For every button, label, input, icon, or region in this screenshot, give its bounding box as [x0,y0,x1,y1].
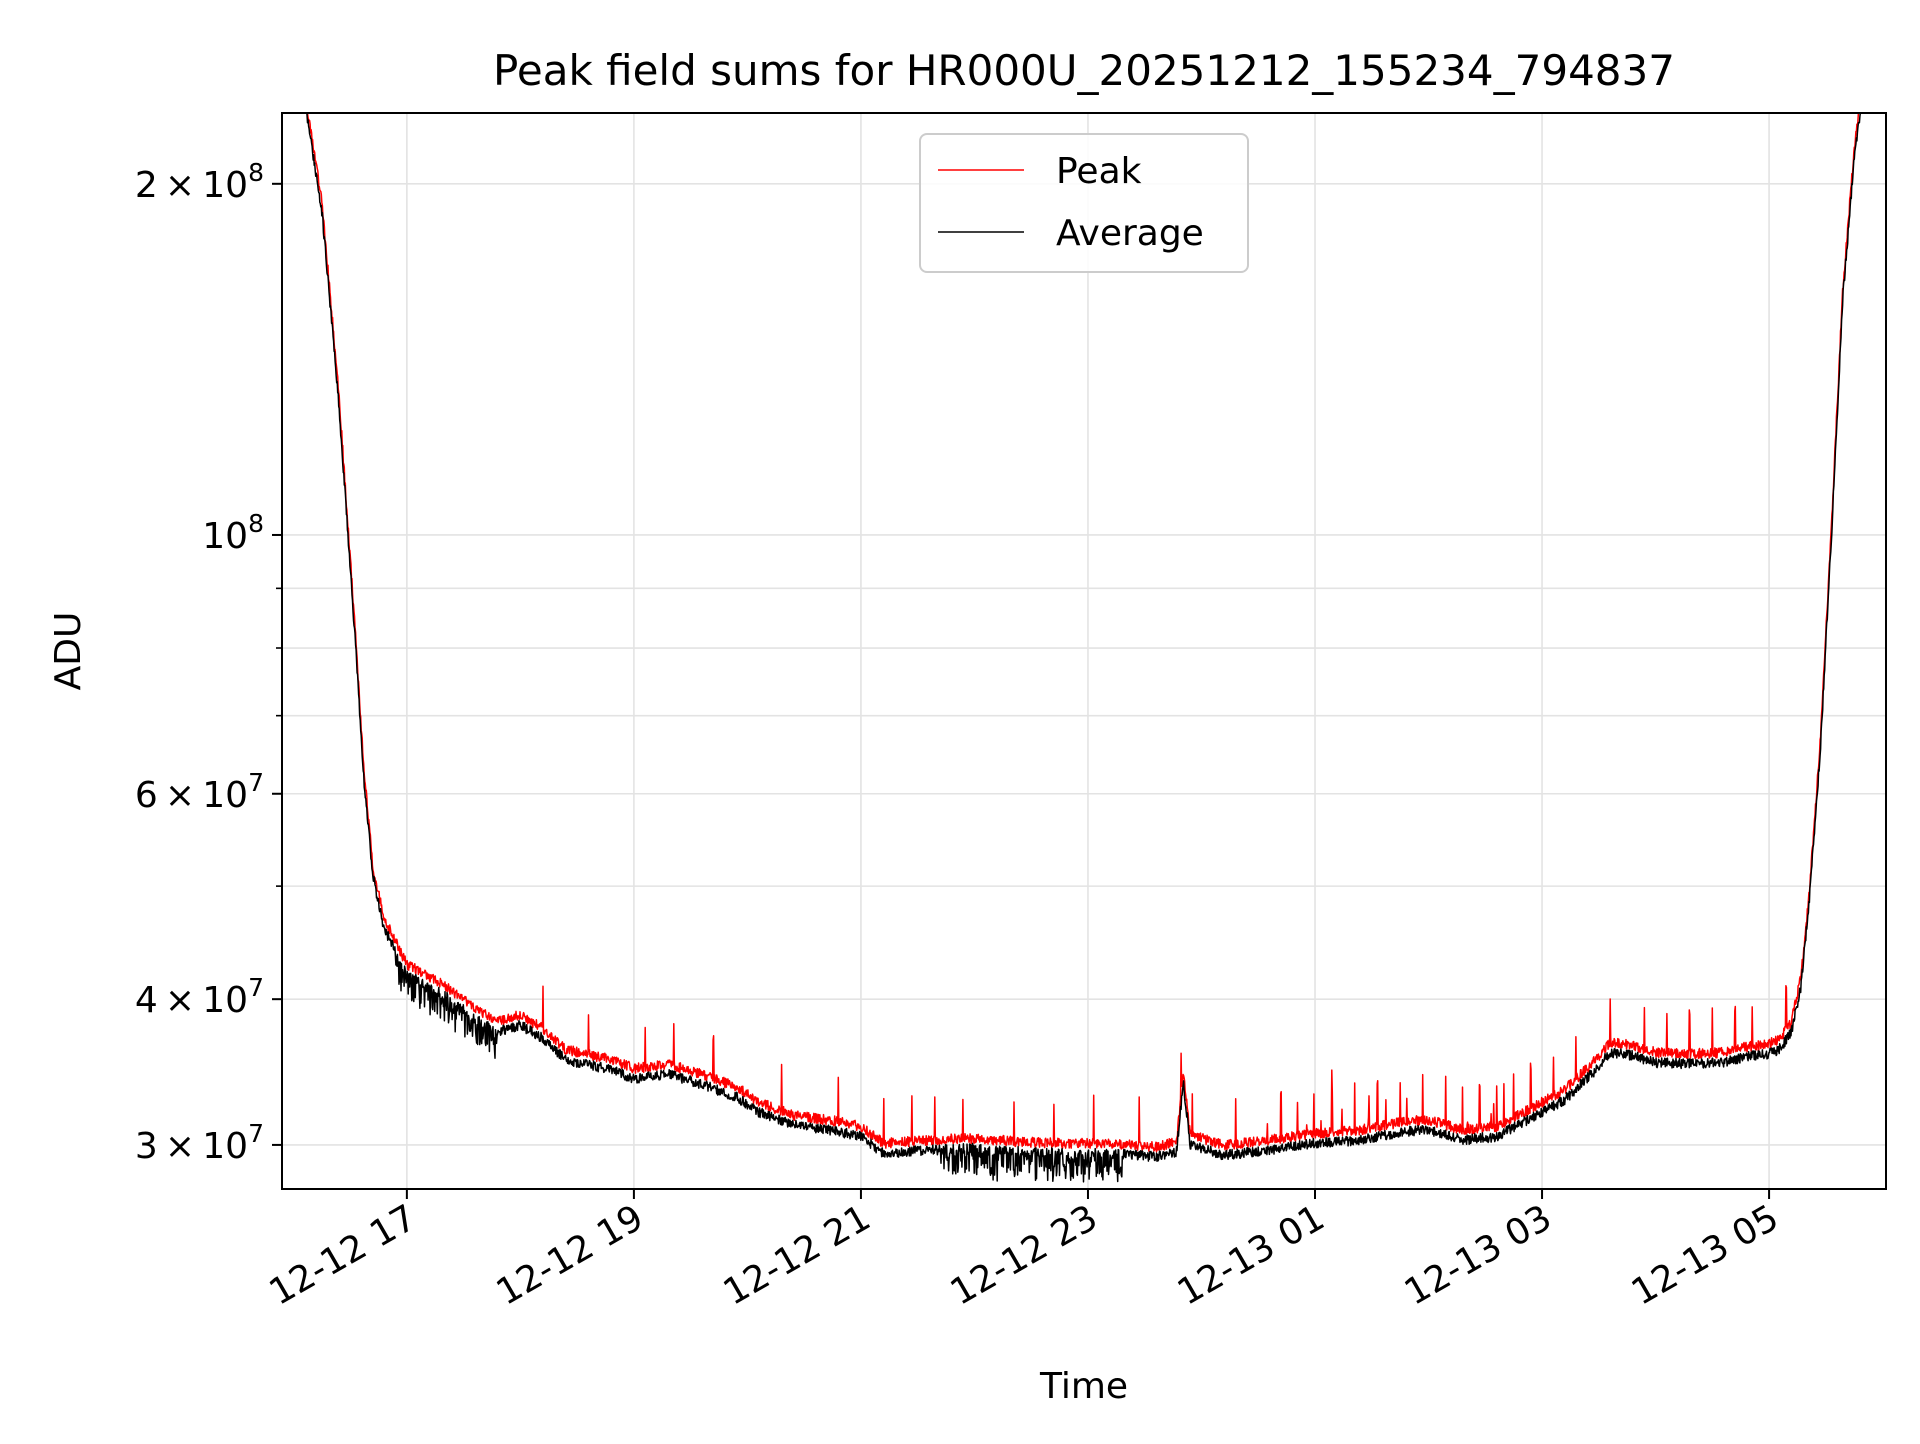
x-axis-label: Time [1039,1366,1128,1407]
y-tick-label: 4 × 107 [135,973,264,1021]
y-tick-label: 108 [202,509,264,557]
series-line-average [305,113,1862,1183]
legend-label-average: Average [1056,213,1204,254]
y-tick-label: 2 × 108 [135,158,264,206]
grid [282,113,1886,1189]
legend-box [919,133,1249,273]
chart-title: Peak field sums for HR000U_20251212_1552… [493,46,1675,95]
y-tick-label: 3 × 107 [135,1119,264,1167]
plot-frame [281,112,1887,1190]
series-layer [305,113,1862,1183]
series-line-peak [306,113,1860,1153]
y-tick-label: 6 × 107 [135,768,264,816]
legend: Peak Average [919,133,1249,273]
legend-label-peak: Peak [1056,151,1142,192]
y-axis-label: ADU [48,612,89,691]
